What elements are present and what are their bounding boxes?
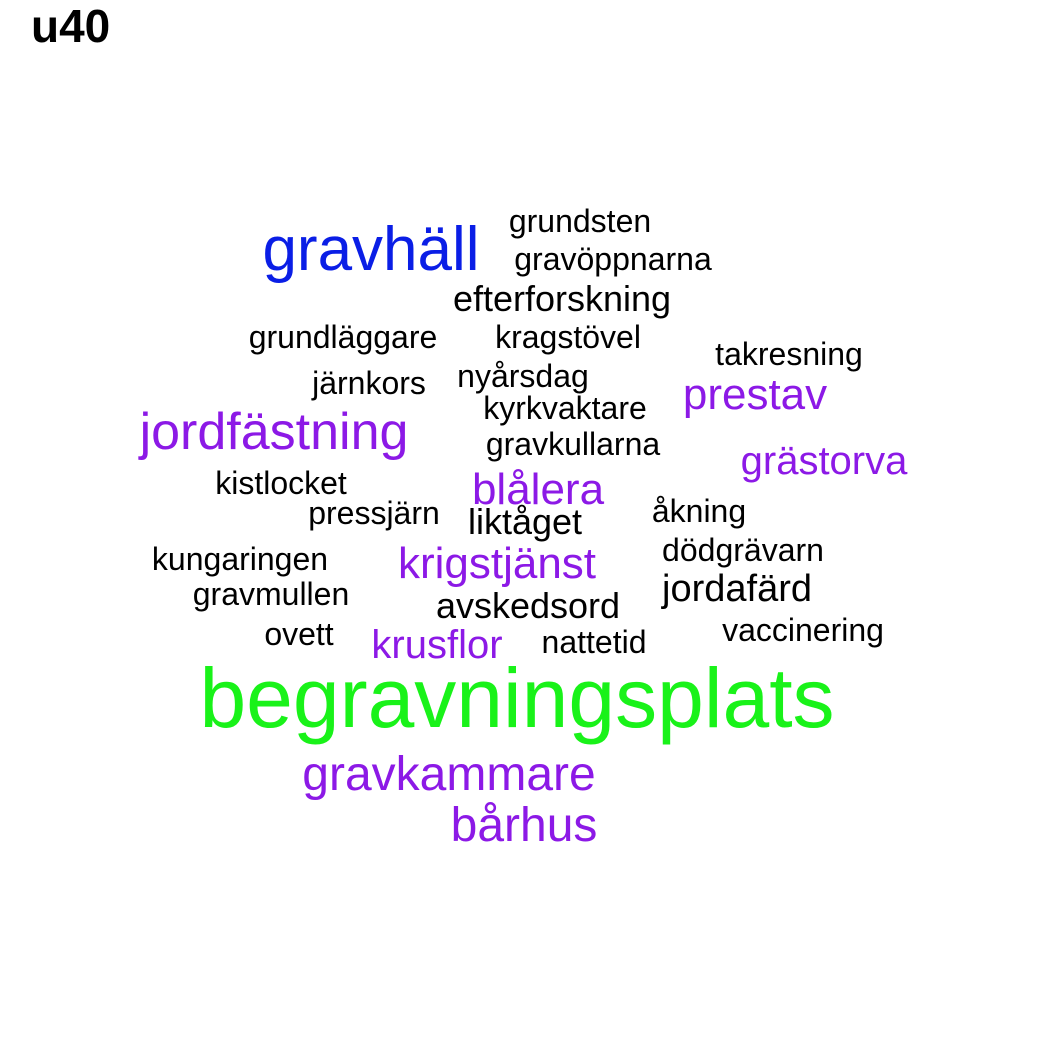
cloud-word: prestav	[682, 370, 828, 419]
cloud-word: gravöppnarna	[514, 241, 712, 277]
cloud-word: nattetid	[541, 624, 647, 660]
cloud-word: avskedsord	[435, 585, 621, 626]
cloud-word: pressjärn	[308, 495, 440, 531]
cloud-word: åkning	[651, 493, 747, 529]
cloud-word: kistlocket	[215, 465, 347, 501]
cloud-word: nyårsdag	[457, 358, 589, 394]
cloud-word: jordfästning	[139, 403, 409, 461]
cloud-word: kragstövel	[495, 319, 641, 355]
cloud-word: efterforskning	[452, 278, 672, 319]
cloud-word: liktåget	[467, 501, 583, 542]
cloud-word: kyrkvaktare	[483, 390, 647, 426]
cloud-word: ovett	[264, 616, 334, 652]
cloud-word: järnkors	[312, 365, 426, 401]
cloud-word: gravkullarna	[485, 426, 661, 462]
cloud-word: gravmullen	[192, 576, 350, 612]
cloud-word: takresning	[715, 336, 863, 372]
cloud-word: bårhus	[450, 799, 598, 852]
cloud-word: gravkammare	[302, 748, 596, 801]
cloud-title: u40	[31, 0, 111, 52]
cloud-word: grästorva	[740, 439, 908, 483]
cloud-word: blålera	[471, 465, 605, 514]
cloud-word: dödgrävarn	[662, 532, 824, 568]
cloud-word: begravningsplats	[199, 651, 835, 745]
cloud-word: krigstjänst	[397, 539, 597, 588]
cloud-word: jordafärd	[662, 568, 812, 610]
cloud-word: vaccinering	[722, 612, 884, 648]
cloud-word: krusflor	[371, 623, 503, 667]
cloud-word: gravhäll	[262, 215, 480, 284]
cloud-word: grundläggare	[248, 319, 438, 355]
cloud-word: grundsten	[508, 203, 652, 239]
cloud-word: kungaringen	[151, 541, 329, 577]
